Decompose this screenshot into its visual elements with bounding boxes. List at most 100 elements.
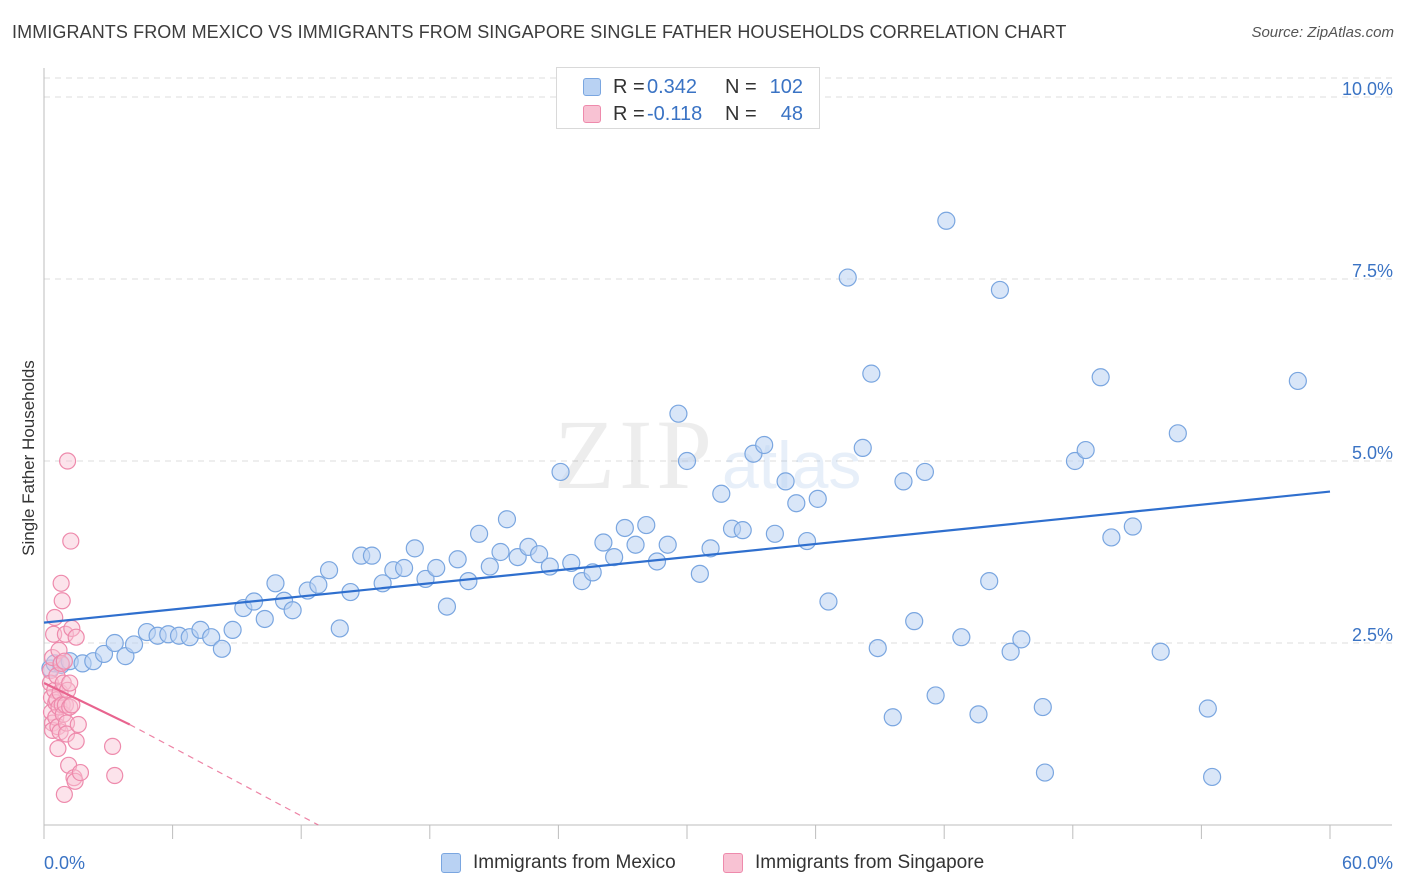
mexico-point	[283, 601, 302, 620]
singapore-point	[61, 698, 79, 716]
mexico-point	[437, 597, 457, 616]
singapore-point	[53, 592, 71, 610]
mexico-point	[969, 705, 988, 724]
singapore-point	[67, 628, 85, 646]
mexico-point	[480, 557, 499, 576]
singapore-legend-label: Immigrants from Singapore	[755, 852, 985, 873]
singapore-point	[56, 625, 75, 643]
mexico-point	[615, 518, 634, 538]
mexico-point	[808, 489, 827, 508]
mexico-point	[990, 280, 1010, 300]
mexico-point	[937, 211, 956, 230]
legend-n-label: N =	[725, 76, 757, 98]
mexico-legend-label: Immigrants from Mexico	[473, 852, 676, 873]
legend-r-label: R =	[613, 76, 645, 98]
mexico-point	[819, 592, 838, 611]
singapore-point	[45, 625, 63, 643]
mexico-point	[491, 542, 510, 562]
singapore-point	[52, 574, 70, 592]
mexico-point	[883, 708, 902, 727]
mexico-point	[255, 609, 274, 629]
mexico-point	[894, 472, 913, 491]
mexico-point	[677, 451, 697, 471]
chart-title: IMMIGRANTS FROM MEXICO VS IMMIGRANTS FRO…	[12, 22, 1067, 42]
mexico-point	[776, 472, 795, 491]
mexico-point	[530, 545, 549, 564]
legend-r-label: R =	[613, 103, 645, 125]
singapore-point	[67, 732, 85, 750]
mexico-point	[797, 531, 817, 551]
singapore-point	[61, 674, 79, 692]
legend-n-value-singapore: 48	[780, 103, 803, 125]
mexico-point	[362, 546, 382, 565]
singapore-trend-line	[43, 682, 131, 726]
correlation-legend: R = 0.342 N = 102 R = -0.118 N = 48	[556, 67, 820, 129]
mexico-point	[551, 462, 570, 482]
y-tick-label: 2.5%	[1352, 625, 1393, 645]
mexico-legend-swatch	[441, 853, 461, 873]
singapore-point	[103, 737, 122, 755]
mexico-point	[1033, 697, 1052, 717]
mexico-trend-line	[43, 490, 1331, 624]
mexico-point	[124, 635, 144, 654]
singapore-swatch	[583, 105, 601, 123]
mexico-point	[469, 524, 489, 543]
mexico-point	[427, 558, 446, 578]
mexico-swatch	[583, 78, 601, 96]
mexico-point	[319, 561, 339, 580]
mexico-point	[1203, 767, 1222, 787]
mexico-point	[1091, 368, 1110, 387]
mexico-point	[223, 620, 242, 639]
mexico-point	[765, 524, 784, 543]
mexico-point	[459, 572, 478, 591]
watermark-atlas: atlas	[722, 428, 861, 502]
legend-r-value-singapore: -0.118	[647, 103, 703, 125]
singapore-point	[58, 452, 77, 470]
singapore-point	[106, 766, 124, 785]
mexico-point	[1065, 451, 1085, 471]
mexico-point	[1288, 371, 1307, 391]
y-tick-label: 7.5%	[1352, 261, 1393, 281]
singapore-point	[51, 723, 69, 741]
watermark: ZIP atlas	[554, 399, 861, 510]
trend-lines	[43, 490, 1331, 826]
mexico-point	[1102, 528, 1121, 547]
legend-n-label: N =	[725, 103, 757, 125]
singapore-point	[71, 763, 90, 782]
mexico-point	[202, 628, 221, 647]
singapore-point	[66, 772, 84, 790]
mexico-point	[448, 550, 467, 569]
mexico-point	[562, 553, 581, 573]
mexico-point	[309, 575, 328, 594]
source-label: Source: ZipAtlas.com	[1251, 24, 1394, 41]
legend-r-value-mexico: 0.342	[647, 76, 698, 98]
mexico-point	[1012, 630, 1031, 649]
x-tick-label-min: 0.0%	[44, 853, 85, 873]
y-tick-label: 10.0%	[1342, 79, 1393, 99]
series-singapore-points	[41, 452, 124, 804]
singapore-point	[50, 641, 68, 659]
mexico-point	[701, 539, 720, 558]
mexico-point	[980, 572, 999, 591]
mexico-point	[733, 521, 752, 540]
x-tick-label-max: 60.0%	[1342, 853, 1393, 873]
mexico-point	[838, 268, 857, 287]
mexico-point	[1035, 763, 1055, 782]
mexico-point	[497, 510, 517, 529]
mexico-point	[755, 435, 774, 455]
mexico-point	[669, 404, 688, 423]
mexico-point	[212, 639, 231, 658]
grid-lines	[44, 77, 1392, 644]
singapore-point	[49, 739, 67, 758]
y-axis-label: Single Father Households	[19, 360, 38, 556]
axes	[43, 68, 1392, 839]
mexico-point	[405, 539, 424, 558]
mexico-point	[1151, 642, 1170, 661]
singapore-trend-extension	[129, 724, 319, 826]
mexico-point	[868, 638, 887, 658]
mexico-point	[1168, 424, 1187, 443]
mexico-point	[862, 364, 881, 383]
singapore-point	[62, 532, 80, 550]
mexico-point	[712, 484, 731, 503]
